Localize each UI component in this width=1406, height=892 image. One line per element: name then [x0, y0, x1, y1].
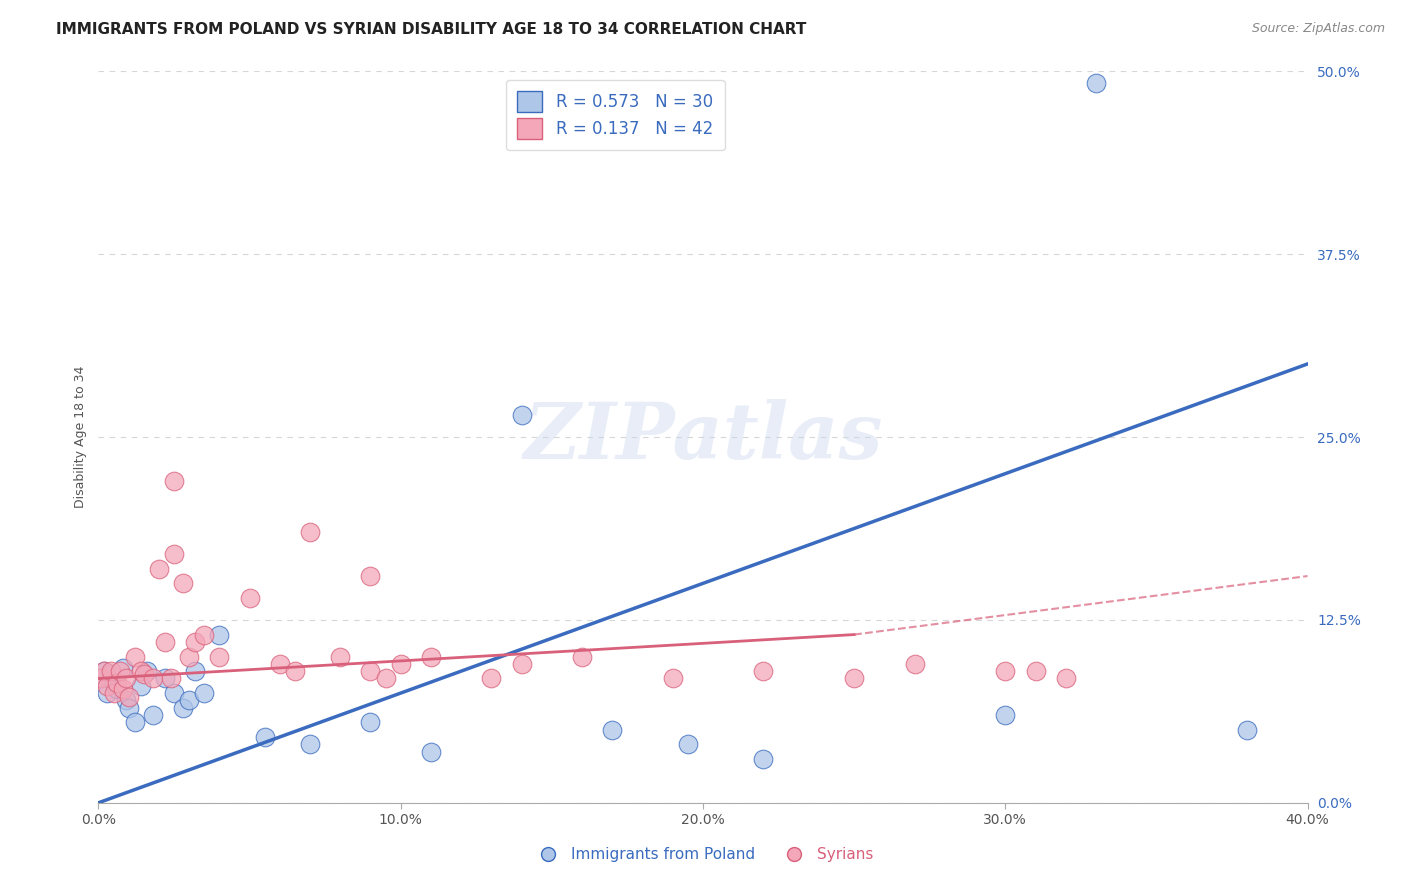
Point: [420, 745, 443, 759]
Text: ZIPatlas: ZIPatlas: [523, 399, 883, 475]
Point: [90, 672, 112, 686]
Point: [148, 562, 170, 576]
Point: [844, 672, 866, 686]
Point: [142, 672, 165, 686]
Point: [1024, 664, 1046, 678]
Point: [172, 576, 194, 591]
Point: [253, 730, 276, 744]
Point: [360, 715, 382, 730]
Point: [676, 737, 699, 751]
Point: [160, 672, 183, 686]
Point: [153, 672, 176, 686]
Point: [124, 715, 146, 730]
Point: [111, 681, 134, 696]
Point: [114, 672, 136, 686]
Point: [100, 667, 122, 681]
Point: [129, 664, 152, 678]
Point: [193, 686, 215, 700]
Point: [132, 667, 155, 681]
Point: [904, 657, 927, 671]
Point: [299, 737, 322, 751]
Point: [103, 686, 125, 700]
Point: [172, 700, 194, 714]
Point: [105, 676, 128, 690]
Point: [96, 686, 118, 700]
Point: [1236, 723, 1258, 737]
Point: [153, 635, 176, 649]
Point: [661, 672, 683, 686]
Point: [179, 693, 201, 707]
Point: [135, 664, 157, 678]
Point: [142, 708, 165, 723]
Point: [752, 752, 775, 766]
Point: [329, 649, 352, 664]
Point: [108, 664, 131, 678]
Point: [510, 408, 533, 422]
Point: [184, 635, 207, 649]
Point: [360, 664, 382, 678]
Point: [389, 657, 412, 671]
Point: [129, 679, 152, 693]
Point: [752, 664, 775, 678]
Point: [571, 649, 593, 664]
Point: [184, 664, 207, 678]
Point: [299, 525, 322, 540]
Point: [284, 664, 307, 678]
Point: [481, 672, 503, 686]
Point: [208, 627, 231, 641]
Point: [1085, 76, 1108, 90]
Point: [179, 649, 201, 664]
Point: [124, 649, 146, 664]
Point: [994, 708, 1017, 723]
Point: [994, 664, 1017, 678]
Point: [93, 664, 115, 678]
Point: [602, 723, 624, 737]
Point: [510, 657, 533, 671]
Point: [111, 661, 134, 675]
Point: [1054, 672, 1077, 686]
Point: [193, 627, 215, 641]
Point: [103, 676, 125, 690]
Point: [96, 679, 118, 693]
Point: [90, 672, 112, 686]
Point: [100, 664, 122, 678]
Point: [118, 690, 141, 705]
Point: [118, 700, 141, 714]
Point: [420, 649, 443, 664]
Point: [163, 547, 186, 561]
Point: [208, 649, 231, 664]
Y-axis label: Disability Age 18 to 34: Disability Age 18 to 34: [75, 366, 87, 508]
Point: [163, 474, 186, 488]
Point: [93, 664, 115, 678]
Point: [114, 693, 136, 707]
Legend: Immigrants from Poland, Syrians: Immigrants from Poland, Syrians: [527, 841, 879, 868]
Point: [239, 591, 262, 605]
Point: [269, 657, 291, 671]
Text: Source: ZipAtlas.com: Source: ZipAtlas.com: [1251, 22, 1385, 36]
Point: [374, 672, 396, 686]
Text: IMMIGRANTS FROM POLAND VS SYRIAN DISABILITY AGE 18 TO 34 CORRELATION CHART: IMMIGRANTS FROM POLAND VS SYRIAN DISABIL…: [56, 22, 807, 37]
Point: [105, 681, 128, 696]
Point: [163, 686, 186, 700]
Point: [360, 569, 382, 583]
